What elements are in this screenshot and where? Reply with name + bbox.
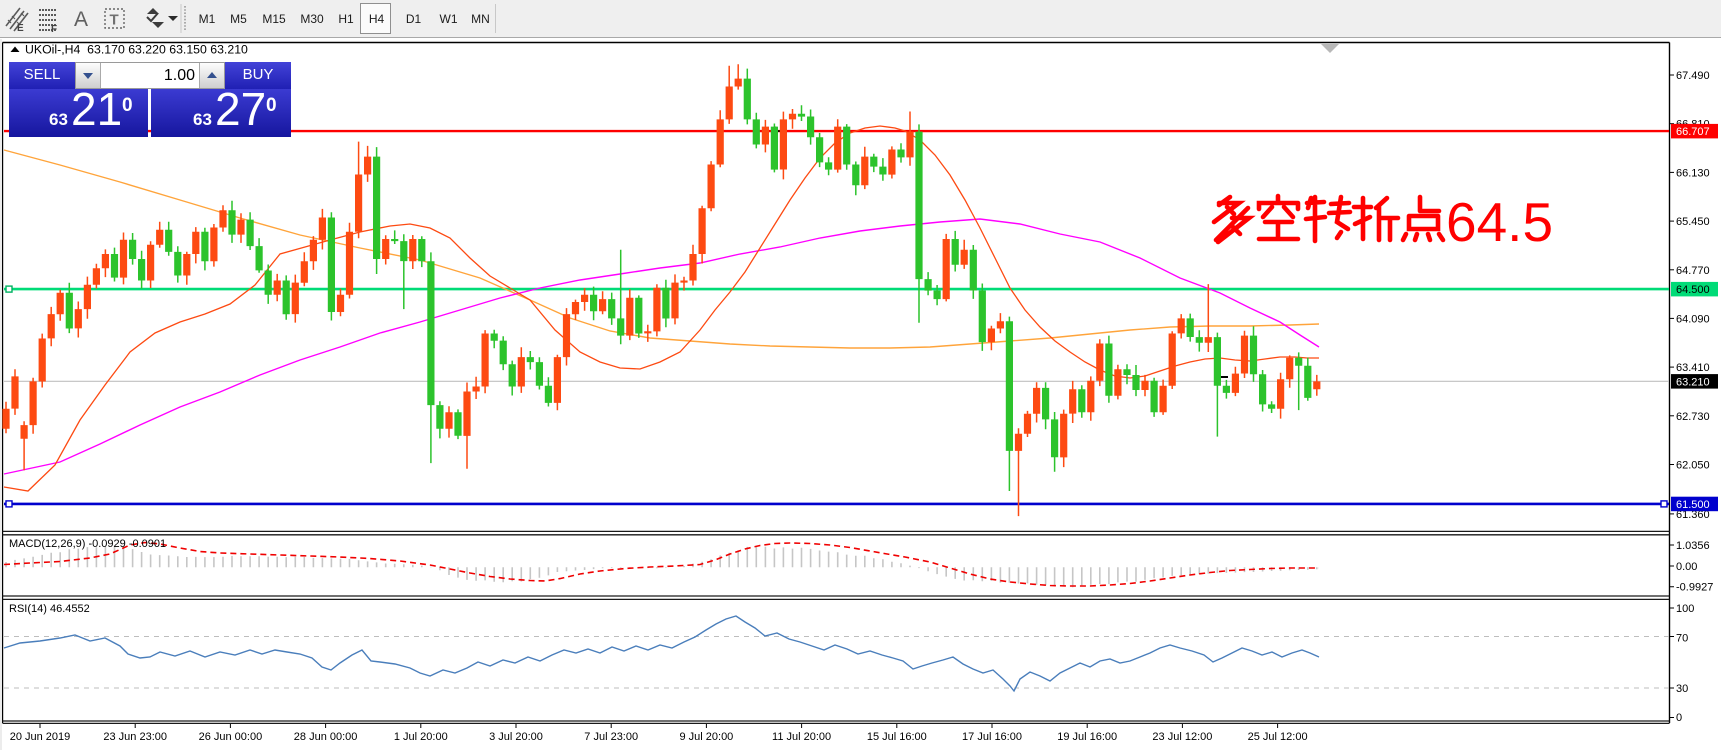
- svg-text:T: T: [110, 12, 119, 29]
- svg-text:66.707: 66.707: [1676, 126, 1710, 138]
- svg-text:25 Jul 12:00: 25 Jul 12:00: [1248, 731, 1308, 743]
- svg-text:28 Jun 00:00: 28 Jun 00:00: [294, 731, 358, 743]
- svg-text:64.770: 64.770: [1676, 265, 1710, 277]
- svg-text:9 Jul 20:00: 9 Jul 20:00: [679, 731, 733, 743]
- svg-text:70: 70: [1676, 633, 1688, 645]
- svg-text:11 Jul 20:00: 11 Jul 20:00: [772, 731, 831, 743]
- svg-text:0.00: 0.00: [1676, 561, 1697, 573]
- svg-text:E: E: [17, 23, 24, 34]
- svg-text:66.130: 66.130: [1676, 167, 1710, 179]
- svg-text:30: 30: [1676, 683, 1688, 695]
- svg-text:RSI(14) 46.4552: RSI(14) 46.4552: [9, 603, 90, 615]
- svg-text:26 Jun 00:00: 26 Jun 00:00: [199, 731, 263, 743]
- svg-text:61.360: 61.360: [1676, 509, 1710, 521]
- svg-text:-0.9927: -0.9927: [1676, 582, 1713, 594]
- svg-text:61.500: 61.500: [1676, 499, 1710, 511]
- svg-text:63.410: 63.410: [1676, 362, 1710, 374]
- svg-text:A: A: [74, 8, 88, 31]
- svg-text:64.500: 64.500: [1676, 284, 1710, 296]
- svg-text:F: F: [51, 24, 57, 35]
- svg-text:7 Jul 23:00: 7 Jul 23:00: [584, 731, 638, 743]
- svg-text:62.050: 62.050: [1676, 460, 1710, 472]
- svg-text:67.490: 67.490: [1676, 70, 1710, 82]
- svg-text:MACD(12,26,9) -0.0929 -0.0901: MACD(12,26,9) -0.0929 -0.0901: [9, 538, 166, 550]
- svg-text:64.090: 64.090: [1676, 313, 1710, 325]
- svg-text:20 Jun 2019: 20 Jun 2019: [10, 731, 71, 743]
- svg-text:63.210: 63.210: [1676, 376, 1710, 388]
- svg-text:23 Jul 12:00: 23 Jul 12:00: [1152, 731, 1212, 743]
- svg-text:62.730: 62.730: [1676, 411, 1710, 423]
- svg-text:65.450: 65.450: [1676, 216, 1710, 228]
- svg-text:100: 100: [1676, 603, 1694, 615]
- svg-text:15 Jul 16:00: 15 Jul 16:00: [867, 731, 927, 743]
- svg-text:19 Jul 16:00: 19 Jul 16:00: [1057, 731, 1117, 743]
- svg-text:23 Jun 23:00: 23 Jun 23:00: [103, 731, 167, 743]
- svg-text:UKOil-,H4 63.170 63.220 63.15: UKOil-,H4 63.170 63.220 63.150 63.210: [25, 43, 248, 57]
- svg-text:1.0356: 1.0356: [1676, 540, 1710, 552]
- svg-text:64.5: 64.5: [1446, 191, 1553, 253]
- svg-text:3 Jul 20:00: 3 Jul 20:00: [489, 731, 543, 743]
- svg-text:0: 0: [1676, 712, 1682, 724]
- svg-text:17 Jul 16:00: 17 Jul 16:00: [962, 731, 1022, 743]
- svg-text:1 Jul 20:00: 1 Jul 20:00: [394, 731, 448, 743]
